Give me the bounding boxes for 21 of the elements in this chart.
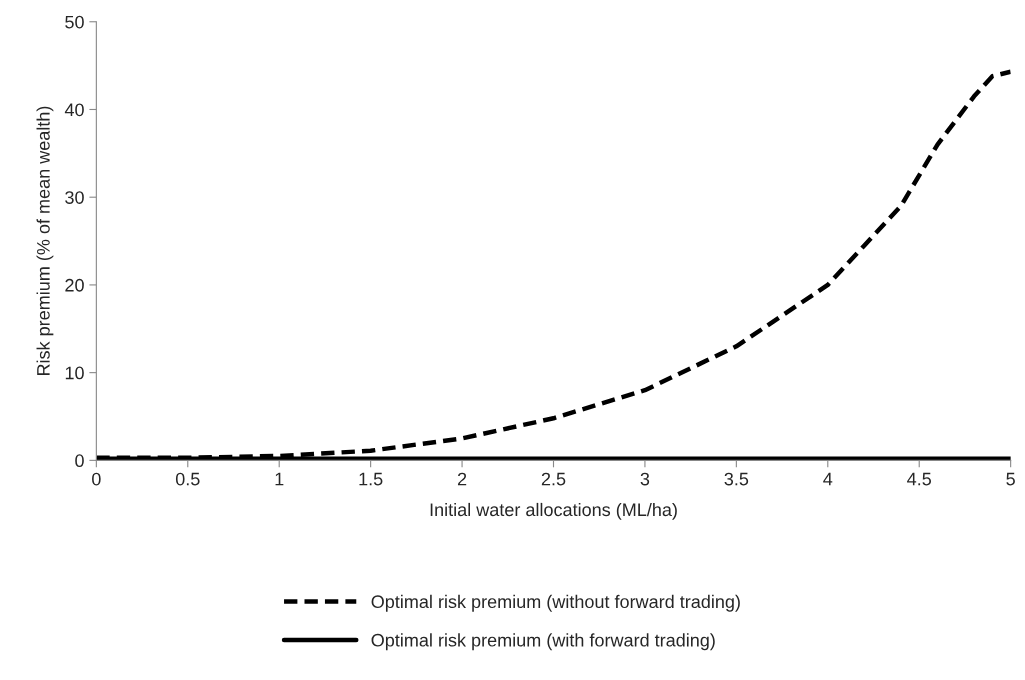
y-tick-label: 10 <box>65 366 84 380</box>
x-tick-label: 5 <box>1006 472 1015 486</box>
y-tick-label: 0 <box>75 454 84 468</box>
legend-label: Optimal risk premium (with forward trading) <box>371 633 715 651</box>
x-tick-label: 0 <box>92 472 101 486</box>
y-tick-label: 40 <box>64 103 84 117</box>
x-tick-label: 1.5 <box>359 472 383 486</box>
y-tick-label: 20 <box>65 278 84 292</box>
x-tick-label: 3 <box>640 472 650 486</box>
x-tick-label: 2.5 <box>541 472 566 486</box>
x-tick-label: 0.5 <box>175 472 200 486</box>
x-tick-label: 2 <box>457 472 467 486</box>
y-axis-title: Risk premium (% of mean wealth) <box>36 106 54 376</box>
x-tick-label: 4 <box>823 472 833 486</box>
legend-label: Optimal risk premium (without forward trading) <box>371 594 740 612</box>
y-tick-label: 50 <box>65 15 84 29</box>
x-axis-title: Initial water allocations (ML/ha) <box>430 502 677 520</box>
x-tick-label: 3.5 <box>724 472 749 486</box>
x-tick-label: 4.5 <box>907 472 932 486</box>
x-tick-label: 1 <box>275 472 284 486</box>
y-tick-label: 30 <box>65 191 84 204</box>
